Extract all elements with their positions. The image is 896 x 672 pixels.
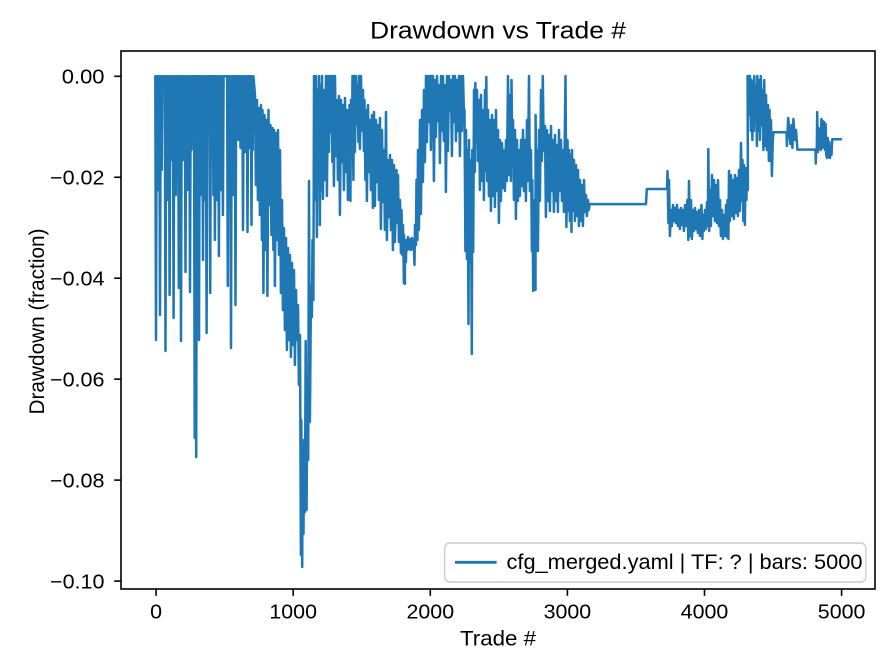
svg-text:−0.06: −0.06 bbox=[50, 370, 105, 392]
svg-text:4000: 4000 bbox=[681, 602, 729, 624]
svg-text:2000: 2000 bbox=[407, 602, 455, 624]
svg-text:−0.10: −0.10 bbox=[50, 571, 105, 593]
svg-text:5000: 5000 bbox=[818, 602, 866, 624]
svg-text:Drawdown vs Trade #: Drawdown vs Trade # bbox=[370, 18, 627, 45]
svg-text:0.00: 0.00 bbox=[62, 67, 105, 89]
svg-text:Drawdown (fraction): Drawdown (fraction) bbox=[26, 229, 49, 415]
svg-text:−0.08: −0.08 bbox=[50, 471, 105, 493]
svg-text:−0.02: −0.02 bbox=[50, 168, 105, 190]
svg-text:0: 0 bbox=[150, 602, 162, 624]
svg-text:Trade #: Trade # bbox=[460, 628, 536, 651]
svg-text:1000: 1000 bbox=[269, 602, 317, 624]
svg-text:−0.04: −0.04 bbox=[50, 269, 105, 291]
svg-text:cfg_merged.yaml | TF: ? | bars: cfg_merged.yaml | TF: ? | bars: 5000 bbox=[507, 551, 863, 574]
svg-text:3000: 3000 bbox=[544, 602, 592, 624]
